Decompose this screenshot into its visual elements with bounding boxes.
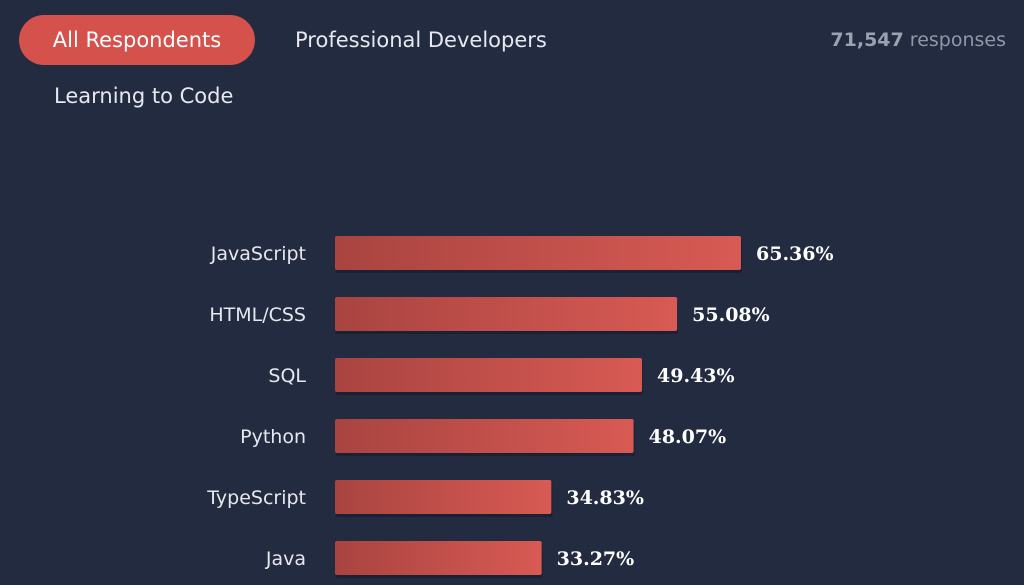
response-count-label: responses: [909, 29, 1006, 51]
category-label: JavaScript: [210, 243, 306, 265]
bar: [335, 480, 552, 514]
value-label: 65.36%: [756, 243, 834, 265]
bar-group-java: Java 33.27%: [265, 541, 634, 578]
bar-group-sql: SQL 49.43%: [268, 358, 735, 395]
response-count-number: 71,547: [830, 29, 904, 51]
value-label: 48.07%: [649, 426, 727, 448]
tab-learning-to-code[interactable]: Learning to Code: [54, 84, 234, 108]
category-label: SQL: [268, 365, 306, 387]
bar: [335, 419, 634, 453]
bar: [335, 541, 542, 575]
category-label: Python: [240, 426, 306, 448]
value-label: 34.83%: [566, 487, 644, 509]
tab-professional-developers[interactable]: Professional Developers: [295, 28, 547, 52]
category-label: HTML/CSS: [209, 304, 306, 326]
tab-all-respondents[interactable]: All Respondents: [19, 15, 255, 65]
bar-group-html-css: HTML/CSS 55.08%: [209, 297, 770, 334]
bar-group-typescript: TypeScript 34.83%: [206, 480, 644, 517]
bar-group-javascript: JavaScript 65.36%: [210, 236, 834, 273]
value-label: 49.43%: [657, 365, 735, 387]
bar: [335, 358, 643, 392]
category-label: Java: [265, 548, 306, 570]
category-label: TypeScript: [206, 487, 306, 509]
value-label: 33.27%: [557, 548, 635, 570]
value-label: 55.08%: [692, 304, 770, 326]
bar-group-python: Python 48.07%: [240, 419, 726, 456]
bar: [335, 297, 678, 331]
bar: [335, 236, 741, 270]
response-count: 71,547 responses: [830, 29, 1006, 51]
